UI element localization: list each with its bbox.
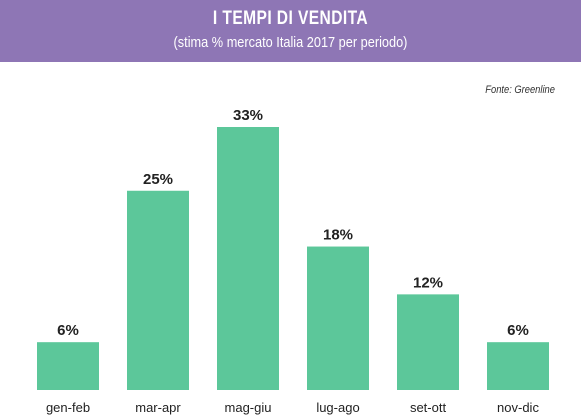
value-label-set-ott: 12%	[413, 274, 443, 291]
category-label-set-ott: set-ott	[410, 400, 447, 415]
bar-nov-dic	[487, 342, 549, 390]
category-label-lug-ago: lug-ago	[316, 400, 359, 415]
bar-gen-feb	[37, 342, 99, 390]
value-label-lug-ago: 18%	[323, 227, 353, 244]
source-note: Fonte: Greenline	[485, 84, 555, 96]
value-label-gen-feb: 6%	[57, 322, 79, 339]
bar-mag-giu	[217, 127, 279, 390]
category-label-gen-feb: gen-feb	[46, 400, 90, 415]
value-label-nov-dic: 6%	[507, 322, 529, 339]
value-label-mag-giu: 33%	[233, 107, 263, 124]
category-label-nov-dic: nov-dic	[497, 400, 539, 415]
category-label-mag-giu: mag-giu	[225, 400, 272, 415]
bar-lug-ago	[307, 246, 369, 390]
bar-set-ott	[397, 294, 459, 390]
category-label-mar-apr: mar-apr	[135, 400, 181, 415]
title-banner: I TEMPI DI VENDITA (stima % mercato Ital…	[0, 0, 581, 62]
chart-subtitle: (stima % mercato Italia 2017 per periodo…	[173, 34, 408, 51]
bar-mar-apr	[127, 190, 189, 390]
chart-title: I TEMPI DI VENDITA	[212, 8, 369, 29]
value-label-mar-apr: 25%	[143, 171, 173, 188]
